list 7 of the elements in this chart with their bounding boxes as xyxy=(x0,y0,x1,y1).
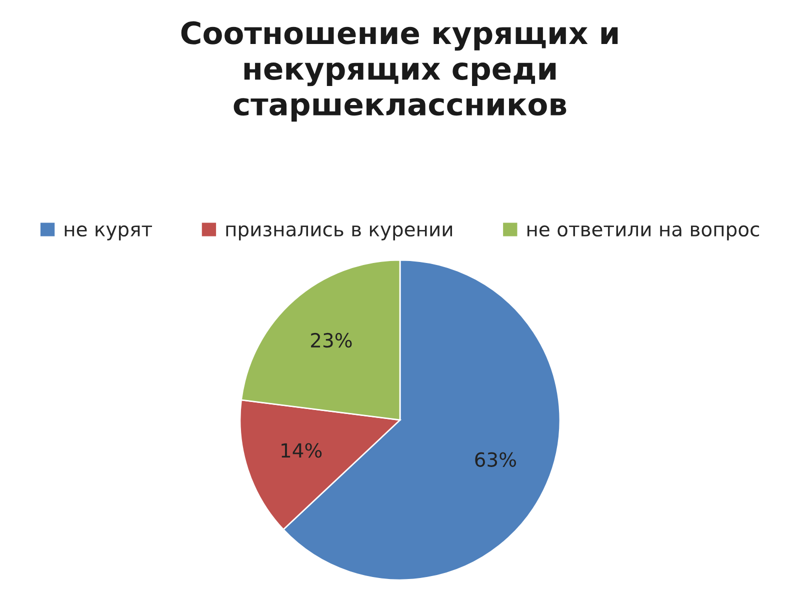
data-label: 63% xyxy=(475,452,516,467)
data-label: 14% xyxy=(282,443,322,458)
legend-label: не курят xyxy=(64,225,152,240)
chart-title: Соотношение курящих и некурящих среди старшеклассников xyxy=(181,21,618,122)
legend-label: не ответили на вопрос xyxy=(527,225,760,240)
legend-label: признались в курении xyxy=(226,225,452,240)
data-label: 23% xyxy=(311,332,352,348)
